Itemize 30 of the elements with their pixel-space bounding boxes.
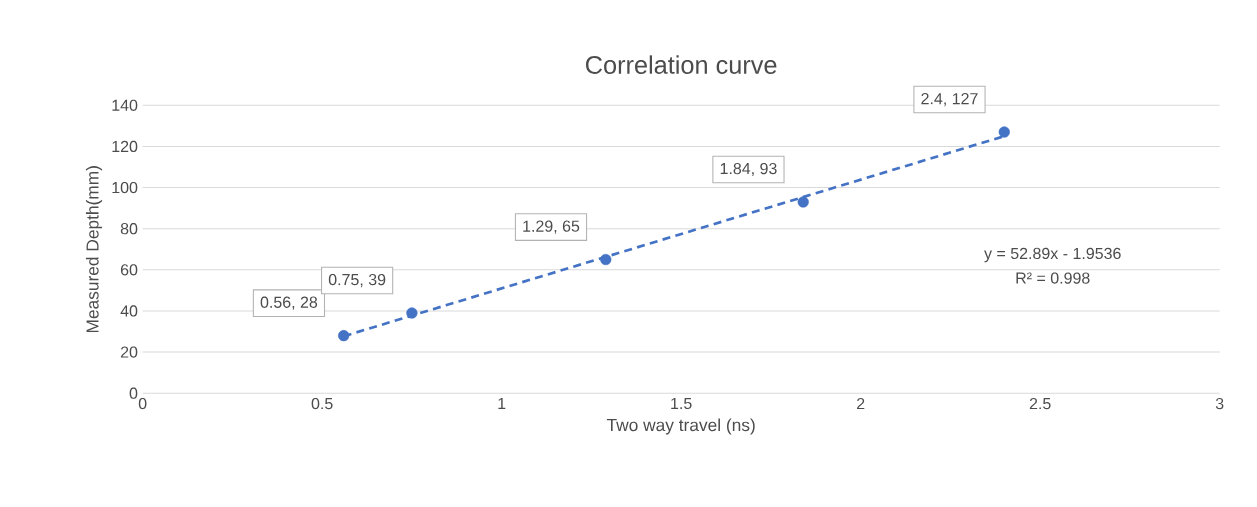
y-tick-label: 60 <box>120 264 138 276</box>
point <box>406 307 418 319</box>
chart-title: Correlation curve <box>586 55 777 75</box>
x-tick-label: 2.5 <box>1029 398 1051 410</box>
y-tick-label: 20 <box>120 346 138 358</box>
data-label: 1.84, 93 <box>720 163 777 177</box>
data-label: 1.29, 65 <box>523 220 580 234</box>
x-tick-label: 1.5 <box>671 398 692 410</box>
y-axis-title: Measured Depth(mm) <box>85 166 103 333</box>
y-tick-label: 80 <box>120 223 138 235</box>
x-tick-label: 2 <box>857 398 865 410</box>
x-tick-label: 0 <box>138 398 147 410</box>
annotation: R² = 0.998 <box>1016 272 1090 284</box>
x-tick-label: 1 <box>498 398 506 410</box>
y-tick-label: 140 <box>112 99 138 112</box>
point <box>998 126 1010 138</box>
x-tick-label: 3 <box>1215 398 1224 410</box>
x-axis-title: Two way travel (ns) <box>606 418 755 435</box>
annotation: y = 52.89x - 1.9536 <box>984 248 1121 263</box>
y-tick-label: 0 <box>129 387 138 400</box>
y-tick-label: 100 <box>112 182 138 194</box>
y-tick-label: 120 <box>112 141 138 153</box>
x-tick-label: 0.5 <box>311 398 333 410</box>
data-label: 0.56, 28 <box>260 296 318 311</box>
point <box>338 330 350 342</box>
y-tick-label: 40 <box>120 305 138 317</box>
data-label: 2.4, 127 <box>921 93 978 107</box>
point <box>797 196 809 208</box>
data-label: 0.75, 39 <box>328 274 386 288</box>
point <box>600 254 612 266</box>
